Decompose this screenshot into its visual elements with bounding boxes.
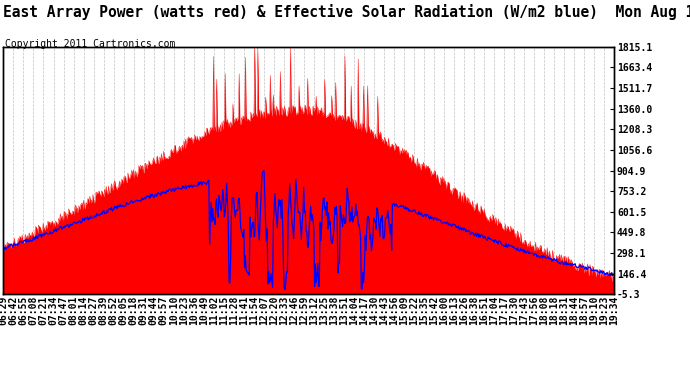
Text: Copyright 2011 Cartronics.com: Copyright 2011 Cartronics.com [5, 39, 175, 50]
Text: East Array Power (watts red) & Effective Solar Radiation (W/m2 blue)  Mon Aug 15: East Array Power (watts red) & Effective… [3, 4, 690, 21]
